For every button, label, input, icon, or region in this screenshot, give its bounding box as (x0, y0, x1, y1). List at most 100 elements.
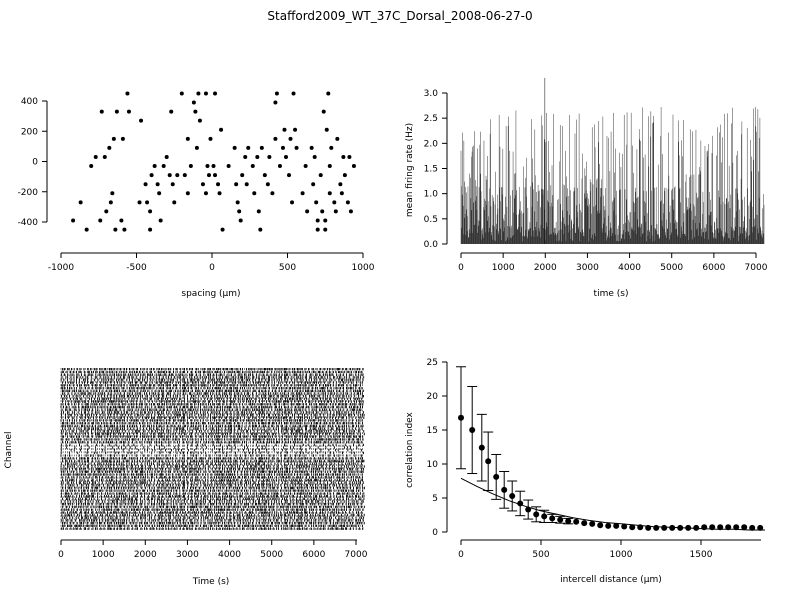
x-tick-group: -1000 -500 0 500 1000 (48, 253, 375, 273)
spacing-point (148, 209, 153, 214)
y-tick-label: 0 (32, 158, 38, 168)
spacing-point (175, 173, 180, 178)
spacing-point (282, 127, 287, 132)
correlation-point (653, 524, 660, 531)
spacing-point (157, 191, 162, 196)
correlation-point (597, 522, 604, 529)
correlation-point (533, 511, 540, 518)
spacing-point (294, 145, 299, 150)
x-tick-label: 5000 (260, 550, 283, 560)
spacing-point (323, 227, 328, 232)
y-axis-label: correlation index (405, 411, 415, 487)
y-tick-group: 0.0 0.5 1.0 1.5 2.0 2.5 3.0 (424, 89, 447, 250)
spacing-point (332, 200, 337, 205)
spacing-point (270, 191, 275, 196)
figure-title: Stafford2009_WT_37C_Dorsal_2008-06-27-0 (267, 9, 533, 23)
x-tick-group: 0 500 1000 1500 (458, 540, 713, 560)
spacing-point (104, 209, 109, 214)
x-tick-label: 7000 (345, 550, 368, 560)
y-tick-label: 20 (427, 392, 439, 402)
spacing-point (149, 173, 154, 178)
correlation-point (581, 520, 588, 527)
x-tick-label: -500 (126, 263, 147, 273)
x-tick-label: 4000 (618, 263, 641, 273)
correlation-point (741, 524, 748, 531)
x-tick-label: 0 (458, 550, 464, 560)
x-tick-label: 7000 (745, 263, 768, 273)
spacing-point (200, 182, 205, 187)
spacing-point (107, 145, 112, 150)
x-axis-label: intercell distance (µm) (560, 575, 662, 585)
spacing-point (347, 154, 352, 159)
x-tick-label: 2000 (134, 550, 157, 560)
correlation-point (757, 524, 764, 531)
raster-panel: 0 1000 2000 3000 4000 5000 6000 7000 Time (s) C… (4, 368, 368, 587)
spacing-point (170, 182, 175, 187)
spacing-point (243, 154, 248, 159)
spacing-point (252, 191, 257, 196)
spacing-point (311, 182, 316, 187)
y-axis-label: mean firing rate (Hz) (405, 123, 415, 217)
spacing-point (338, 182, 343, 187)
spacing-point (329, 145, 334, 150)
spacing-point (262, 173, 267, 178)
y-tick-label: 10 (427, 460, 439, 470)
spacing-point (120, 136, 125, 141)
spacing-point (341, 154, 346, 159)
spacing-point (155, 182, 160, 187)
spacing-point (323, 218, 328, 223)
spacing-point (345, 200, 350, 205)
spacing-point (333, 209, 338, 214)
spacing-point (99, 109, 104, 114)
spacing-point (197, 118, 202, 123)
spacing-point (288, 136, 293, 141)
spacing-point (172, 200, 177, 205)
correlation-point (478, 444, 485, 451)
spacing-point (119, 218, 124, 223)
correlation-point (749, 524, 756, 531)
spacing-point (206, 173, 211, 178)
spacing-point (283, 154, 288, 159)
y-axis-label: Channel (4, 432, 14, 469)
spacing-points (71, 91, 356, 232)
spacing-point (244, 182, 249, 187)
correlation-point (661, 524, 668, 531)
spacing-point (110, 191, 115, 196)
spacing-point (139, 118, 144, 123)
x-tick-group: 0 1000 2000 3000 4000 5000 6000 7000 (458, 253, 768, 273)
correlation-point (717, 524, 724, 531)
correlation-panel: 0 500 1000 1500 0 5 10 15 20 25 intercell distan… (405, 358, 765, 585)
correlation-point (493, 473, 500, 480)
spacing-point (114, 109, 119, 114)
spacing-point (185, 191, 190, 196)
correlation-point (458, 414, 464, 421)
x-tick-label: 5000 (660, 263, 683, 273)
spacing-point (208, 136, 213, 141)
spacing-point (122, 227, 127, 232)
correlation-point (621, 523, 628, 530)
spike-ticks (60, 368, 365, 530)
correlation-point (733, 524, 740, 531)
y-tick-label: 0.5 (424, 215, 438, 225)
spacing-point (78, 200, 83, 205)
spacing-point (274, 91, 279, 96)
spacing-point (194, 145, 199, 150)
x-tick-label: 3000 (176, 550, 199, 560)
spacing-point (205, 164, 210, 169)
x-tick-label: 500 (532, 550, 549, 560)
correlation-point (701, 524, 708, 531)
correlation-point (469, 427, 476, 433)
y-tick-label: 15 (427, 426, 438, 436)
y-tick-label: 400 (21, 97, 38, 107)
correlation-point (485, 458, 492, 465)
spacing-point (232, 145, 237, 150)
spacing-point (102, 154, 107, 159)
spacing-point (246, 145, 251, 150)
x-tick-label: 0 (58, 550, 64, 560)
x-tick-label: 1000 (352, 263, 375, 273)
x-tick-label: 1000 (92, 550, 115, 560)
y-tick-label: -200 (18, 188, 39, 198)
correlation-point (565, 518, 572, 525)
spacing-point (89, 164, 94, 169)
